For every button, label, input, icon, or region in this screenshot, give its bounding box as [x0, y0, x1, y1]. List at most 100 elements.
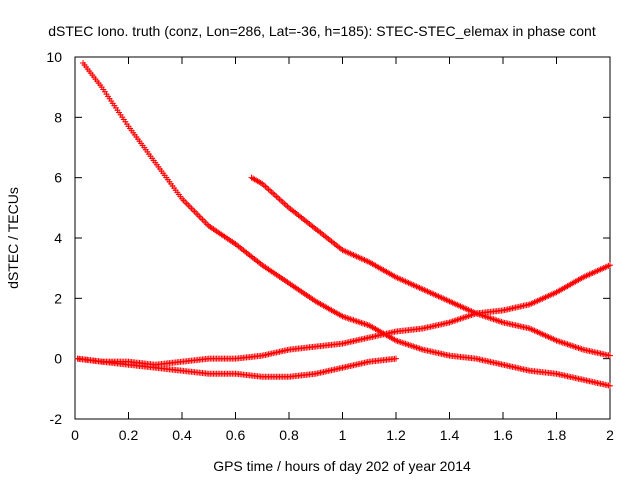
data-point	[397, 339, 404, 346]
data-point	[265, 186, 272, 193]
data-point	[564, 341, 571, 348]
data-point	[359, 320, 366, 327]
data-point	[410, 343, 417, 350]
data-point	[345, 315, 352, 322]
x-tick-labels: 0 0.2 0.4 0.6 0.8 1 1.2 1.4 1.6 1.8 2	[71, 427, 614, 443]
data-point	[194, 211, 201, 218]
data-point	[278, 197, 285, 204]
data-point	[273, 193, 280, 200]
data-point	[196, 213, 203, 220]
data-point	[197, 214, 204, 221]
data-point	[356, 319, 363, 326]
data-point	[561, 340, 568, 347]
data-point	[569, 342, 576, 349]
data-point	[490, 316, 497, 323]
data-point	[448, 318, 455, 325]
data-point	[190, 206, 197, 213]
data-point	[559, 339, 566, 346]
x-tick-label: 0	[71, 427, 79, 443]
data-point	[282, 201, 289, 208]
x-tick-label: 0.4	[172, 427, 192, 443]
data-point	[276, 196, 283, 203]
data-point	[361, 320, 368, 327]
data-point	[193, 210, 200, 217]
y-tick-label: 10	[46, 49, 62, 65]
data-point	[415, 345, 422, 352]
data-point	[573, 344, 580, 351]
data-point	[191, 208, 198, 215]
data-point	[268, 189, 275, 196]
series-arc-2	[248, 174, 613, 359]
data-point	[270, 190, 277, 197]
x-axis-label: GPS time / hours of day 202 of year 2014	[213, 458, 471, 474]
data-point	[495, 317, 502, 324]
data-point	[408, 342, 415, 349]
series-layer	[74, 60, 613, 389]
data-point	[350, 317, 357, 324]
data-point	[493, 317, 500, 324]
data-point	[572, 343, 579, 350]
data-point	[496, 318, 503, 325]
data-point	[566, 341, 573, 348]
data-point	[411, 343, 418, 350]
data-point	[457, 315, 464, 322]
data-point	[449, 318, 456, 325]
data-point	[267, 187, 274, 194]
data-point	[498, 318, 505, 325]
series-arc-1	[80, 60, 613, 389]
data-point	[567, 342, 574, 349]
data-point	[570, 343, 577, 350]
data-point	[347, 316, 354, 323]
data-point	[355, 318, 362, 325]
data-point	[416, 345, 423, 352]
series-arc-3	[74, 262, 613, 368]
data-point	[352, 317, 359, 324]
data-point	[558, 339, 565, 346]
y-tick-label: 6	[54, 170, 62, 186]
data-point	[460, 314, 467, 321]
y-axis-label: dSTEC / TECUs	[5, 187, 21, 289]
series-arc-4	[74, 355, 399, 380]
axis-ticks	[74, 56, 611, 420]
data-point	[393, 355, 399, 362]
data-point	[452, 317, 459, 324]
x-tick-label: 0.8	[279, 427, 299, 443]
data-point	[413, 344, 420, 351]
x-tick-label: 0.2	[119, 427, 139, 443]
data-point	[446, 319, 453, 326]
data-point	[405, 341, 412, 348]
data-point	[271, 192, 278, 199]
data-point	[199, 216, 206, 223]
data-point	[465, 313, 472, 320]
data-point	[263, 184, 270, 191]
data-point	[344, 315, 351, 322]
data-point	[185, 202, 192, 209]
data-point	[575, 345, 582, 352]
data-point	[407, 342, 414, 349]
data-point	[418, 346, 425, 353]
data-point	[274, 194, 281, 201]
data-point	[279, 199, 286, 206]
data-point	[451, 317, 458, 324]
data-point	[281, 200, 288, 207]
data-point	[186, 203, 193, 210]
data-point	[399, 339, 406, 346]
data-point	[607, 262, 613, 269]
data-point	[562, 340, 569, 347]
x-tick-label: 2	[606, 427, 614, 443]
y-tick-label: 2	[54, 290, 62, 306]
data-point	[182, 198, 189, 205]
data-point	[204, 221, 211, 228]
data-point	[459, 315, 466, 322]
data-point	[488, 315, 495, 322]
data-point	[183, 200, 190, 207]
data-point	[487, 315, 494, 322]
data-point	[284, 203, 291, 210]
chart-title: dSTEC Iono. truth (conz, Lon=286, Lat=-3…	[48, 23, 596, 39]
data-point	[201, 218, 208, 225]
x-tick-label: 0.6	[226, 427, 246, 443]
x-tick-label: 1.8	[547, 427, 567, 443]
data-point	[455, 316, 462, 323]
data-point	[492, 316, 499, 323]
